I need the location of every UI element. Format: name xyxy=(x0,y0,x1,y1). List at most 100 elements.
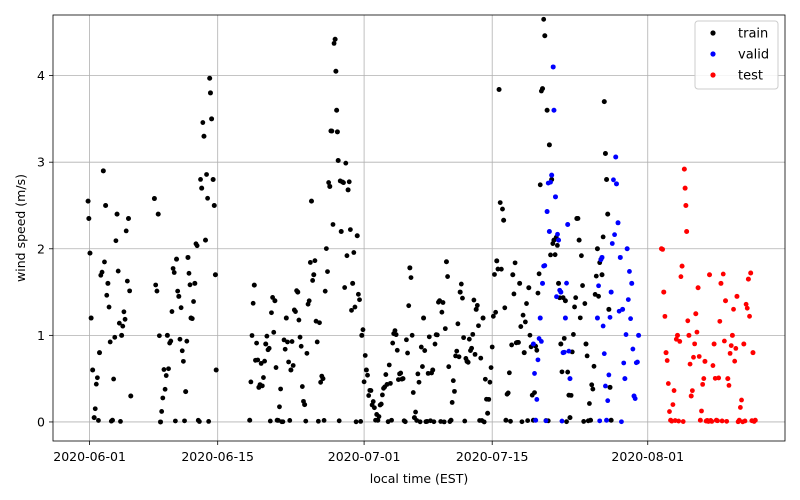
train-point xyxy=(107,339,113,345)
train-point xyxy=(303,418,309,424)
train-point xyxy=(455,321,461,327)
test-point xyxy=(699,408,704,414)
train-point xyxy=(567,415,573,421)
test-point xyxy=(742,418,748,424)
test-point xyxy=(682,185,688,191)
train-point xyxy=(199,185,205,191)
series-train xyxy=(85,16,614,425)
train-point xyxy=(408,275,414,281)
train-point xyxy=(368,388,374,393)
train-point xyxy=(278,386,284,392)
train-point xyxy=(606,306,612,312)
train-point xyxy=(572,304,577,310)
train-point xyxy=(344,253,350,259)
train-point xyxy=(272,298,278,304)
valid-point xyxy=(619,419,624,425)
train-point xyxy=(341,180,346,186)
x-axis-ticks: 2020-06-01 2020-06-15 2020-07-01 2020-07-15… xyxy=(53,441,684,464)
train-point xyxy=(456,354,462,360)
train-point xyxy=(489,344,495,350)
train-point xyxy=(247,417,253,423)
train-point xyxy=(197,419,202,424)
test-point xyxy=(664,358,670,363)
train-point xyxy=(297,334,303,340)
train-point xyxy=(90,367,96,373)
test-point xyxy=(689,388,695,394)
train-point xyxy=(476,323,481,329)
train-point xyxy=(534,347,540,353)
train-point xyxy=(171,270,177,275)
test-point xyxy=(721,338,727,344)
train-point xyxy=(473,306,479,312)
valid-point xyxy=(613,154,619,160)
train-point xyxy=(123,228,129,234)
test-point xyxy=(692,341,698,347)
train-point xyxy=(160,395,166,401)
test-point xyxy=(674,332,680,338)
train-point xyxy=(410,390,416,395)
test-point xyxy=(727,350,733,356)
test-point xyxy=(686,332,692,338)
valid-point xyxy=(537,315,543,321)
y-tick-label: 3 xyxy=(37,155,45,170)
train-point xyxy=(604,177,610,183)
data-points xyxy=(85,16,758,425)
y-tick-label: 2 xyxy=(37,241,45,256)
train-point xyxy=(500,206,505,212)
valid-point xyxy=(623,332,629,337)
train-point xyxy=(590,386,596,392)
train-point xyxy=(118,419,123,424)
test-point xyxy=(676,418,682,424)
x-tick-label: 2020-06-15 xyxy=(181,449,254,464)
train-point xyxy=(170,266,176,271)
train-point xyxy=(91,415,97,421)
train-point xyxy=(362,353,368,358)
train-point xyxy=(106,304,112,310)
train-point xyxy=(524,301,529,306)
train-point xyxy=(601,99,607,105)
test-point xyxy=(733,346,739,351)
plot-area xyxy=(53,15,785,441)
test-point xyxy=(728,343,734,348)
train-point xyxy=(363,367,369,373)
train-point xyxy=(177,336,183,342)
train-point xyxy=(548,252,553,258)
test-point xyxy=(729,332,735,338)
train-point xyxy=(264,333,270,339)
test-point xyxy=(667,409,672,414)
valid-point xyxy=(532,371,537,376)
test-point xyxy=(700,381,706,387)
test-point xyxy=(747,313,752,319)
train-point xyxy=(540,86,546,92)
valid-point xyxy=(544,209,550,215)
legend-label-train: train xyxy=(738,27,768,42)
train-point xyxy=(311,272,317,278)
train-point xyxy=(485,410,491,416)
test-point xyxy=(665,381,671,386)
train-point xyxy=(546,142,552,148)
train-point xyxy=(537,182,543,188)
train-point xyxy=(599,272,605,278)
valid-point xyxy=(606,372,612,378)
train-point xyxy=(283,315,289,321)
valid-point xyxy=(538,339,544,344)
train-point xyxy=(582,301,588,306)
train-point xyxy=(510,272,516,278)
valid-point xyxy=(597,418,603,424)
train-point xyxy=(411,415,417,421)
train-point xyxy=(93,381,99,387)
train-point xyxy=(357,297,362,303)
train-point xyxy=(198,177,203,182)
train-point xyxy=(498,266,504,272)
train-point xyxy=(565,369,571,375)
train-point xyxy=(460,295,465,301)
train-point xyxy=(183,389,189,395)
train-point xyxy=(113,238,119,244)
train-point xyxy=(505,390,511,396)
train-point xyxy=(474,303,480,308)
train-point xyxy=(179,348,185,354)
train-point xyxy=(568,392,574,398)
valid-point xyxy=(530,341,536,347)
train-point xyxy=(262,358,267,364)
train-point xyxy=(525,418,531,423)
